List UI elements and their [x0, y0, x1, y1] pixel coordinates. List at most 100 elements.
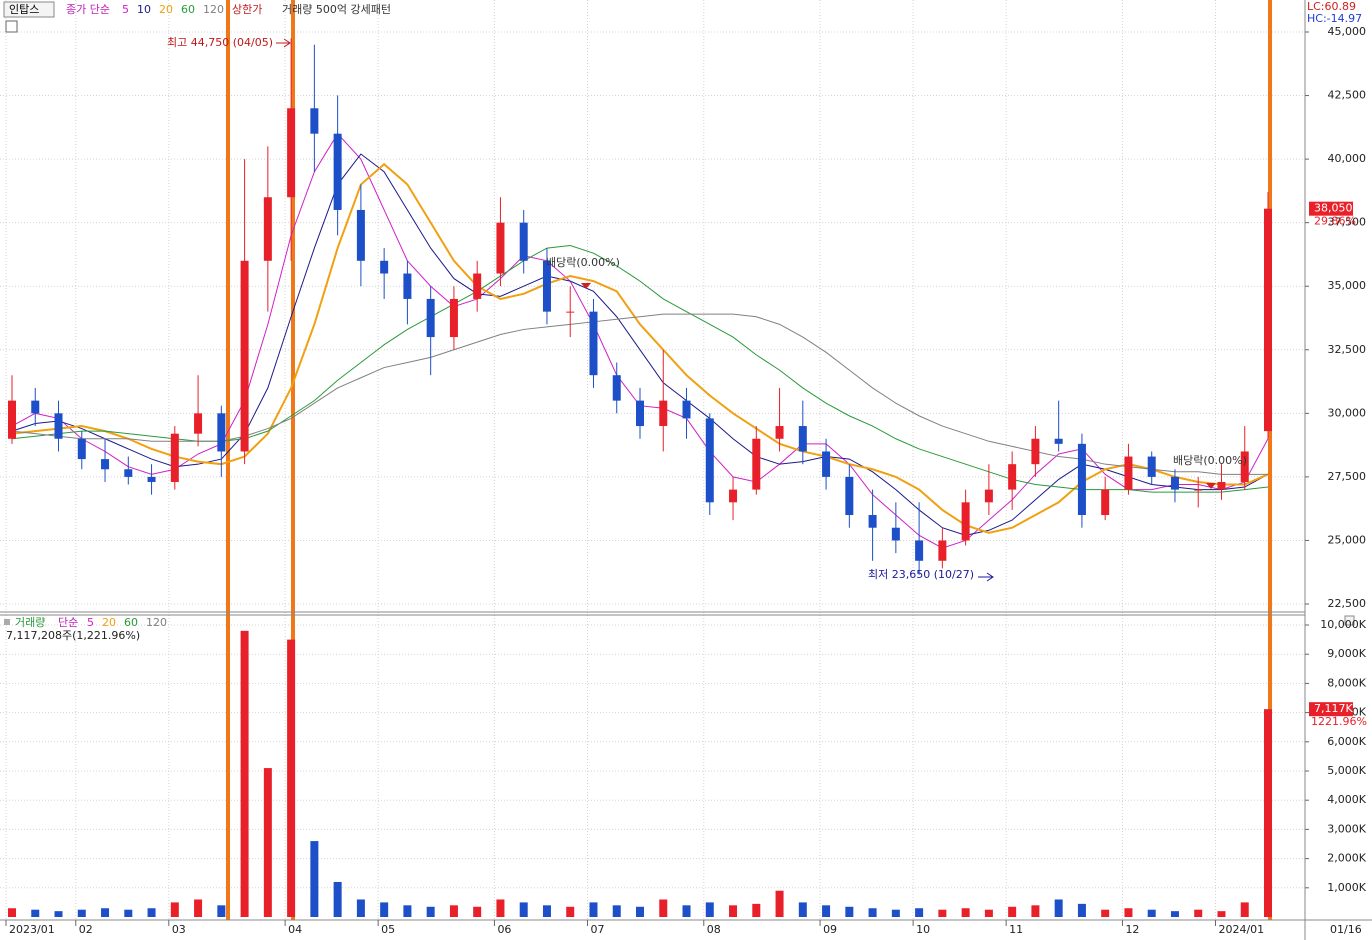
volume-bar: [612, 905, 621, 917]
last-date: 01/16: [1330, 923, 1362, 936]
y-tick-label: 2,000K: [1327, 852, 1366, 865]
legend-extra: 거래량 500억 강세패턴: [282, 3, 391, 16]
volume-bar: [101, 908, 110, 917]
volume-bar: [589, 902, 598, 917]
volume-bar: [822, 905, 831, 917]
candle-body: [31, 400, 40, 414]
candle-body: [542, 260, 551, 312]
legend-icon: [4, 619, 10, 625]
x-tick-label: 09: [823, 923, 837, 936]
last-volume-label: 7,117K: [1314, 702, 1353, 715]
annotation-arrow: [978, 572, 994, 582]
x-tick-label: 03: [172, 923, 186, 936]
candle-body: [752, 438, 761, 490]
volume-bar: [217, 905, 226, 917]
y-tick-label: 42,500: [1328, 89, 1367, 102]
legend-entry: 60: [181, 3, 195, 16]
volume-bar: [147, 908, 156, 917]
x-tick-label: 11: [1009, 923, 1023, 936]
table-icon[interactable]: [5, 20, 18, 33]
y-tick-label: 37,500: [1328, 216, 1367, 229]
volume-bar: [263, 768, 272, 917]
annotation: 배당락(0.00%): [1173, 454, 1247, 467]
corner-label: LC:60.89: [1307, 0, 1356, 13]
legend-entry: 10: [137, 3, 151, 16]
volume-legend: 단순: [58, 616, 78, 629]
candle-body: [961, 502, 970, 541]
volume-bar: [8, 908, 16, 917]
candle-body: [333, 133, 342, 210]
candle-body: [1054, 438, 1063, 444]
candle-body: [729, 489, 738, 503]
volume-bar: [1101, 909, 1110, 917]
candle-body: [519, 222, 528, 261]
panel-button[interactable]: [1344, 615, 1355, 626]
volume-bar: [473, 906, 482, 917]
y-tick-label: 6,000K: [1327, 735, 1366, 748]
candle-body: [589, 311, 598, 376]
annotation: 최저 23,650 (10/27): [868, 568, 974, 581]
volume-legend: 거래량: [15, 616, 45, 629]
volume-bar: [984, 909, 993, 917]
x-tick-label: 05: [381, 923, 395, 936]
y-tick-label: 10,000K: [1320, 618, 1366, 631]
volume-bar: [519, 902, 528, 917]
candle-body: [705, 418, 714, 503]
candle-body: [1077, 443, 1086, 516]
legend-entry: 60: [124, 616, 138, 629]
x-tick-label: 10: [916, 923, 930, 936]
candle-body: [566, 311, 575, 313]
volume-bar: [891, 909, 900, 917]
volume-bar: [1077, 903, 1086, 917]
candle-body: [449, 298, 458, 338]
x-tick-label: 2023/01: [9, 923, 55, 936]
candle-body: [1170, 476, 1179, 490]
candle-body: [403, 273, 412, 299]
stock-name[interactable]: 인탑스: [9, 3, 39, 16]
candle-body: [217, 413, 226, 452]
volume-bar: [170, 902, 179, 917]
y-tick-label: 30,000: [1328, 406, 1367, 419]
volume-bar: [1217, 911, 1226, 917]
last-change-label: 29.86%: [1314, 215, 1356, 228]
candle-body: [891, 527, 900, 541]
candle-body: [636, 400, 644, 427]
volume-bar: [566, 906, 575, 917]
volume-bar: [449, 905, 458, 917]
volume-bar: [915, 908, 924, 917]
volume-bar: [426, 906, 435, 917]
y-tick-label: 4,000K: [1327, 793, 1366, 806]
volume-bar: [310, 841, 319, 917]
volume-bar: [1194, 909, 1203, 917]
y-tick-label: 27,500: [1328, 470, 1367, 483]
y-tick-label: 9,000K: [1327, 647, 1366, 660]
volume-bar: [705, 902, 714, 917]
candle-body: [984, 489, 993, 503]
stock-name-box[interactable]: [3, 1, 55, 18]
volume-bar: [287, 639, 296, 917]
candle-body: [147, 476, 156, 482]
volume-bar: [403, 905, 412, 917]
candle-body: [240, 260, 249, 452]
volume-bar: [1170, 911, 1179, 917]
volume-bar: [1124, 908, 1133, 917]
candle-body: [8, 400, 16, 439]
annotation: 배당락(0.00%): [546, 256, 620, 269]
x-tick-label: 07: [590, 923, 604, 936]
candle-body: [1240, 451, 1249, 482]
candle-body: [868, 515, 877, 528]
candle-body: [659, 400, 668, 427]
candle-body: [1101, 489, 1110, 516]
legend-entry: 5: [87, 616, 94, 629]
annotation-marker: [581, 283, 591, 289]
y-tick-label: 8,000K: [1327, 676, 1366, 689]
volume-bar: [240, 630, 249, 917]
y-tick-label: 35,000: [1328, 279, 1367, 292]
volume-bar: [1008, 906, 1017, 917]
legend-entry: 5: [122, 3, 129, 16]
annotation: 최고 44,750 (04/05): [167, 36, 273, 49]
corner-label: HC:-14.97: [1307, 12, 1362, 25]
candle-body: [287, 108, 296, 198]
